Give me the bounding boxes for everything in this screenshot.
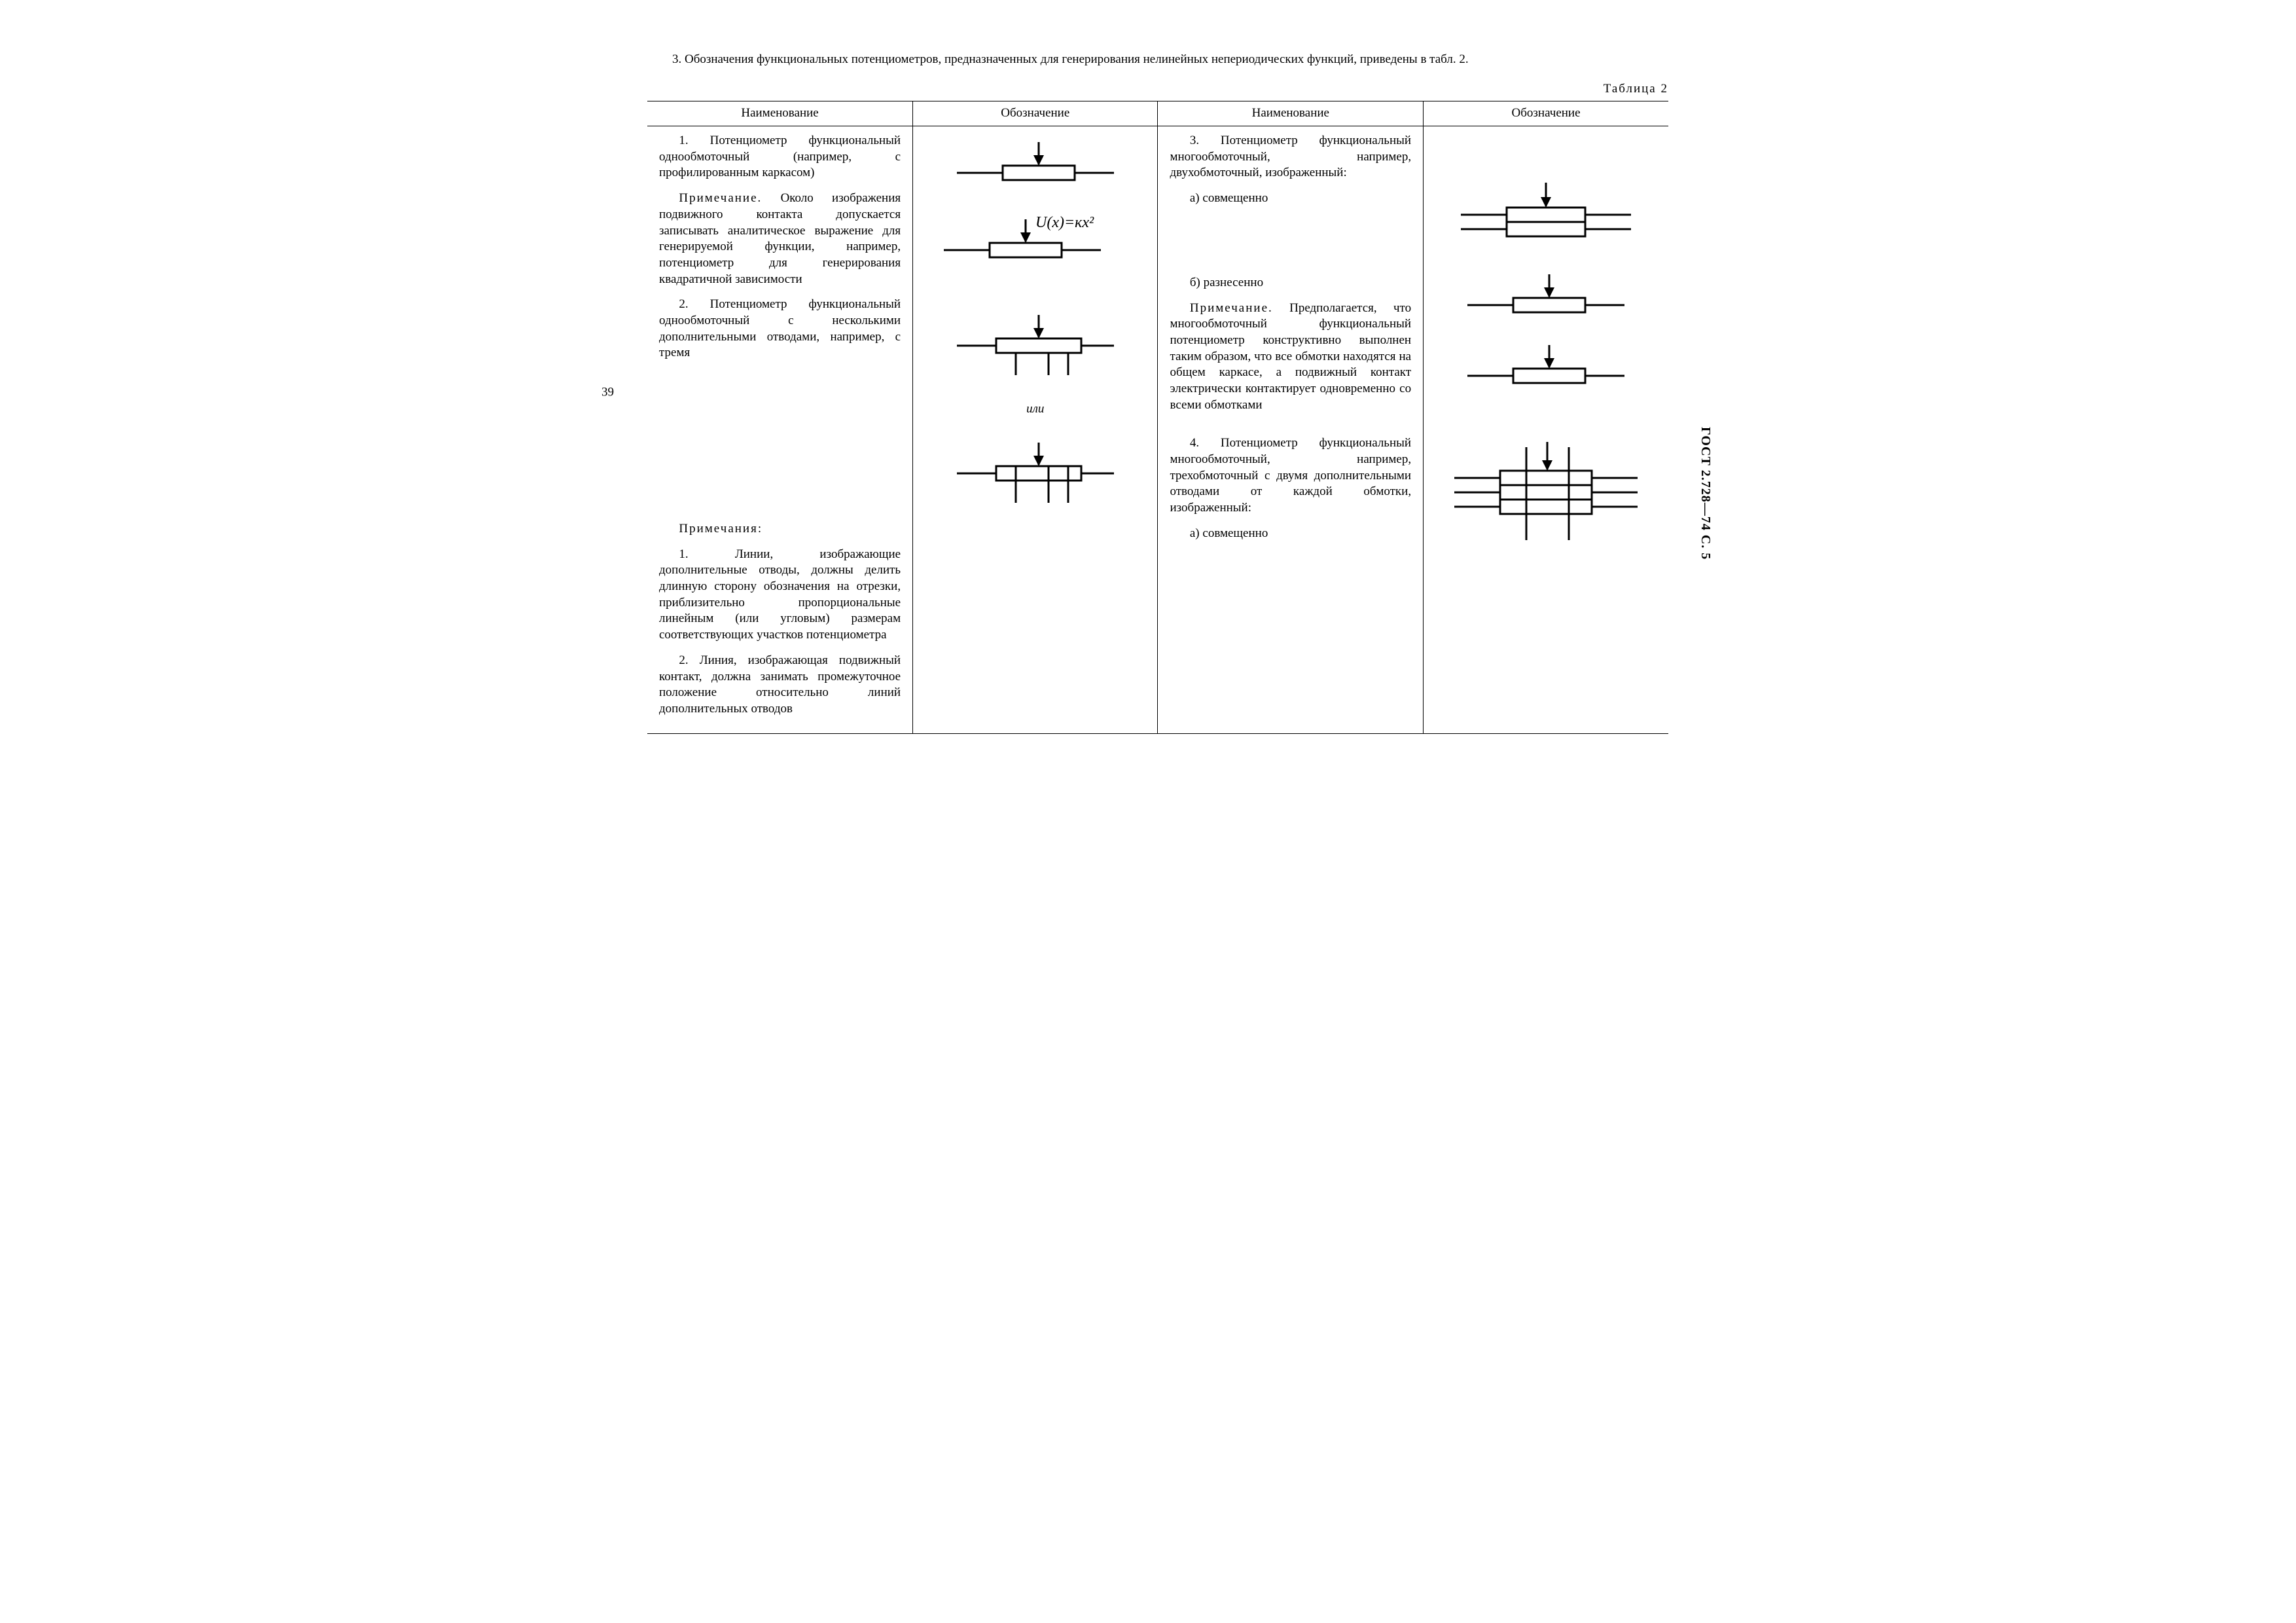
symbol-pot-two-winding-separate-1: [1461, 269, 1631, 321]
header-name-left: Наименование: [647, 101, 913, 126]
item-4a: а) совмещенно: [1170, 526, 1411, 542]
header-name-right: Наименование: [1158, 101, 1424, 126]
item-3b: б) разнесенно: [1170, 275, 1411, 291]
item-1: 1. Потенциометр функциональный однообмот…: [659, 133, 901, 181]
note-head-3: Примечание.: [1190, 301, 1273, 315]
table-2: Наименование Обозначение Наименование Об…: [647, 101, 1668, 733]
intro-paragraph: 3. Обозначения функциональных потенциоме…: [647, 52, 1668, 68]
symbol-pot-taps-through: [950, 437, 1121, 509]
item-1-note: Примечание. Около изображения подвижного…: [659, 191, 901, 287]
document-code-margin: ГОСТ 2.728—74 С. 5: [1697, 427, 1714, 560]
item-3a: а) совмещенно: [1170, 191, 1411, 207]
header-symbol-left: Обозначение: [913, 101, 1158, 126]
symbol-pot-three-winding-taps: [1448, 435, 1644, 560]
right-symbol-cell: [1424, 126, 1668, 734]
notes-head: Примечания:: [659, 521, 901, 538]
left-symbol-cell: U(x)=кx²: [913, 126, 1158, 734]
item-3-note: Примечание. Предполагается, что многообм…: [1170, 301, 1411, 414]
note-1: 1. Линии, изображающие дополнительные от…: [659, 547, 901, 644]
symbol-pot-two-winding-separate-2: [1461, 340, 1631, 392]
note-body: Около изображения подвижного контакта до…: [659, 191, 901, 285]
item-4: 4. Потенциометр функциональный многообмо…: [1170, 435, 1411, 516]
symbol-pot-two-winding-combined: [1454, 179, 1638, 251]
svg-text:U(x)=кx²: U(x)=кx²: [1035, 214, 1094, 231]
or-label: или: [1026, 401, 1044, 418]
note-2: 2. Линия, изображающая подвижный контакт…: [659, 653, 901, 718]
item-3: 3. Потенциометр функциональный многообмо…: [1170, 133, 1411, 181]
item-2: 2. Потенциометр функциональный однообмот…: [659, 297, 901, 361]
symbol-pot-single: [950, 137, 1121, 189]
page-number-margin: 39: [601, 384, 614, 401]
symbol-pot-formula: U(x)=кx²: [937, 208, 1134, 266]
note-head: Примечание.: [679, 191, 762, 205]
table-caption: Таблица 2: [647, 81, 1668, 98]
header-symbol-right: Обозначение: [1424, 101, 1668, 126]
left-name-cell: 1. Потенциометр функциональный однообмот…: [647, 126, 913, 734]
right-name-cell: 3. Потенциометр функциональный многообмо…: [1158, 126, 1424, 734]
symbol-pot-taps-below: [950, 310, 1121, 382]
